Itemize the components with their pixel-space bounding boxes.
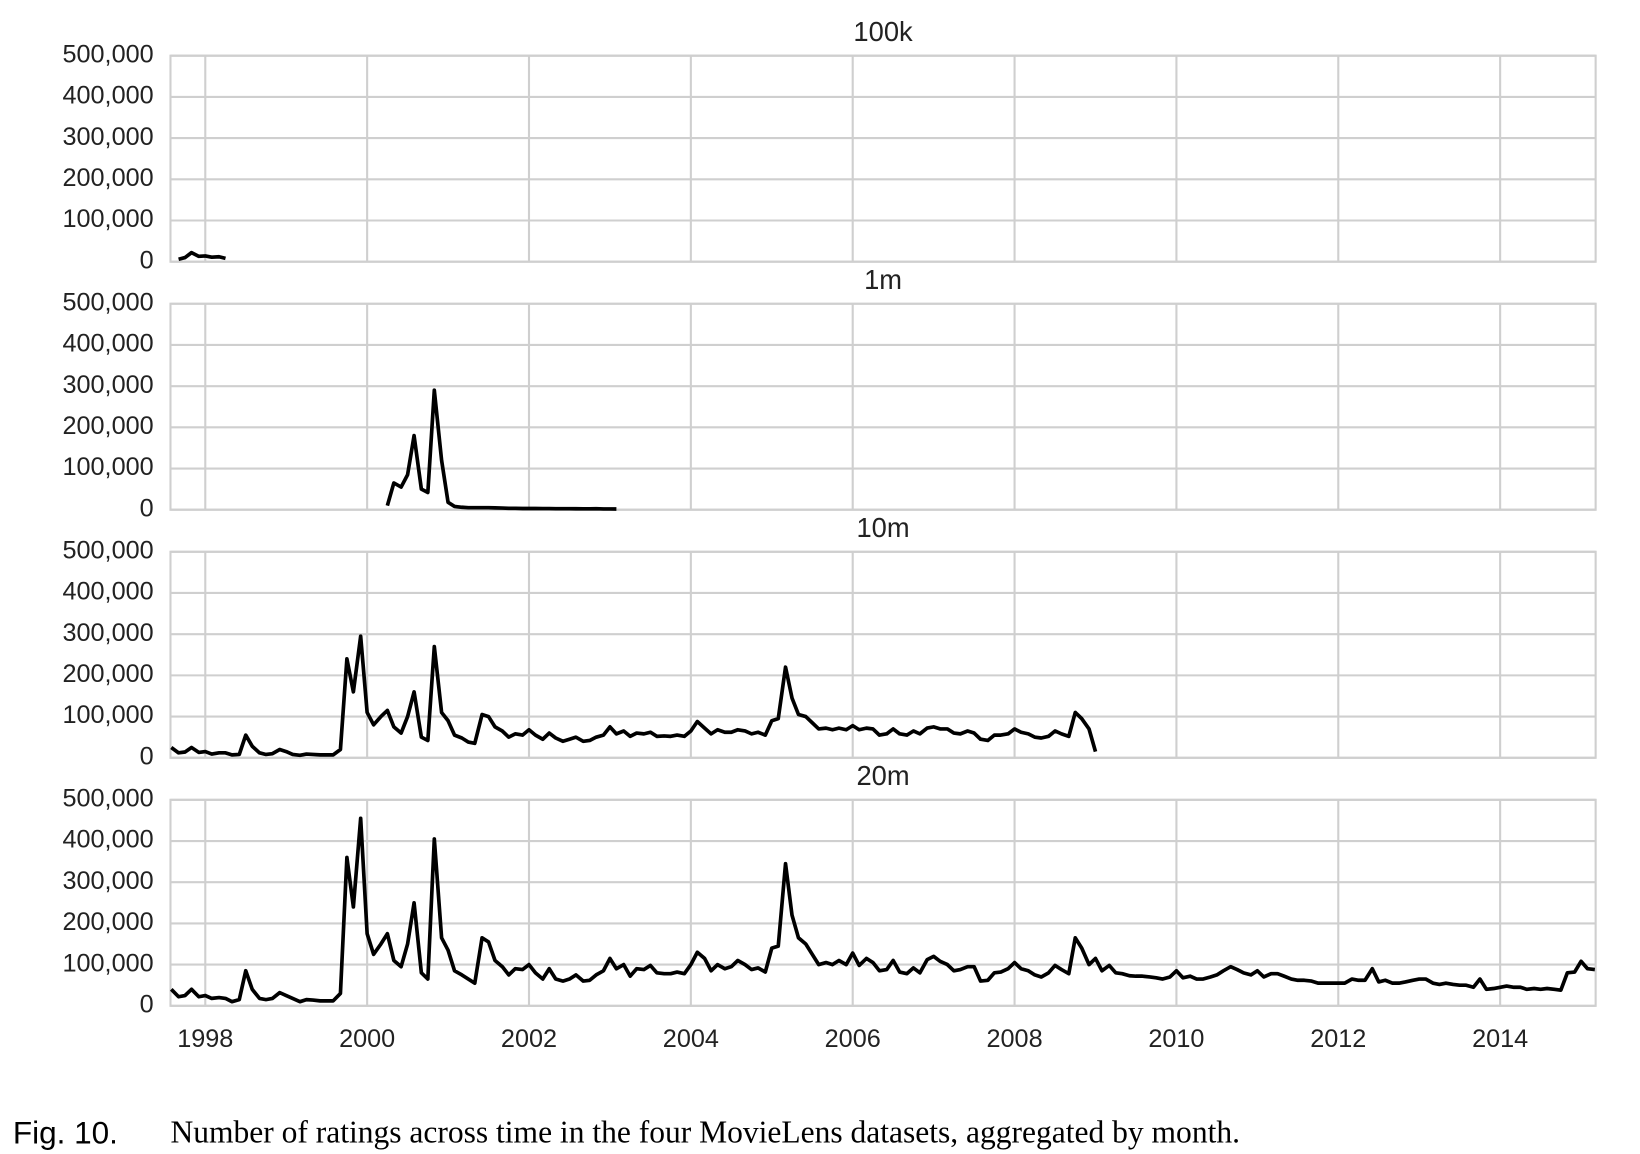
y-tick-label: 0 [140,990,154,1018]
y-tick-label: 200,000 [62,164,153,192]
plot-frame [169,798,1597,1007]
y-tick-label: 400,000 [62,330,153,358]
data-line [170,634,1098,758]
y-tick-label: 0 [140,494,154,522]
x-tick-label: 2000 [339,1025,395,1053]
data-line [178,250,226,262]
x-tick-label: 2008 [987,1025,1043,1053]
subplot-title: 20m [856,760,909,791]
data-line [385,388,617,511]
x-tick-label: 2004 [663,1025,719,1053]
y-tick-label: 0 [140,742,154,770]
y-tick-label: 200,000 [62,412,153,440]
y-tick-label: 400,000 [62,578,153,606]
y-tick-label: 300,000 [62,867,153,895]
y-tick-label: 300,000 [62,371,153,399]
plot-frame [169,550,1597,759]
y-tick-label: 100,000 [62,701,153,729]
x-tick-label: 2006 [825,1025,881,1053]
y-tick-label: 500,000 [62,288,153,316]
y-tick-label: 0 [140,246,154,274]
plot-frame [169,54,1597,263]
x-tick-label: 1998 [177,1025,233,1053]
y-tick-label: 400,000 [62,826,153,854]
subplot-title: 1m [864,264,902,295]
y-tick-label: 500,000 [62,536,153,564]
caption-text: Number of ratings across time in the fou… [170,1114,1240,1149]
y-tick-label: 100,000 [62,453,153,481]
y-tick-label: 100,000 [62,205,153,233]
y-tick-label: 300,000 [62,619,153,647]
y-tick-label: 300,000 [62,123,153,151]
y-tick-label: 200,000 [62,908,153,936]
y-tick-label: 100,000 [62,949,153,977]
x-tick-label: 2014 [1472,1025,1528,1053]
caption-label: Fig. 10. [13,1114,118,1150]
subplot-title: 10m [856,512,909,543]
y-tick-label: 500,000 [62,784,153,812]
y-tick-label: 500,000 [62,40,153,68]
x-tick-label: 2010 [1148,1025,1204,1053]
x-tick-label: 2012 [1310,1025,1366,1053]
data-line [169,816,1596,1004]
y-tick-label: 400,000 [62,82,153,110]
y-tick-label: 200,000 [62,660,153,688]
x-tick-label: 2002 [501,1025,557,1053]
plot-frame [169,302,1597,511]
subplot-title: 100k [853,16,913,47]
